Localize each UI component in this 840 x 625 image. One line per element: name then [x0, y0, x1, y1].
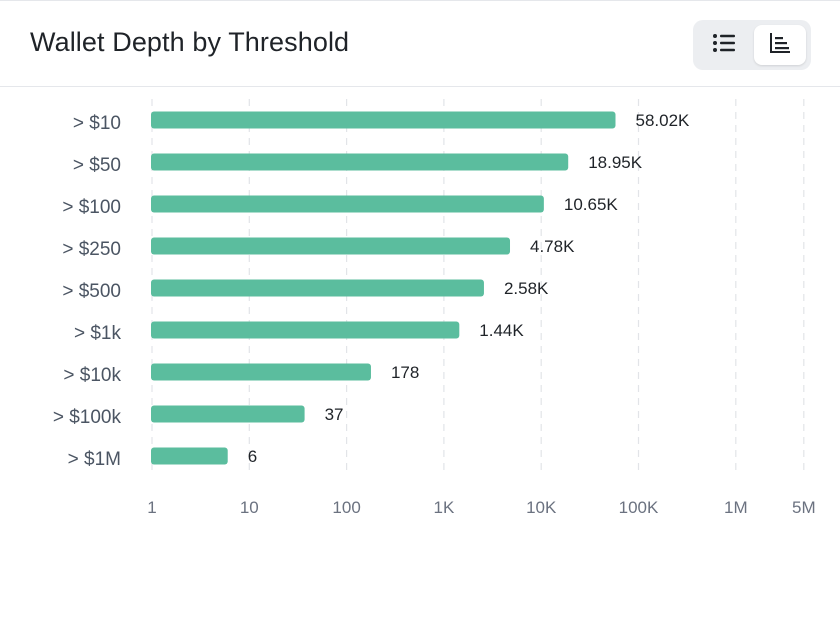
category-label: > $1M	[68, 449, 121, 470]
x-axis-ticks: 1 10 100 1K 10K 100K 1M 5M	[147, 498, 815, 517]
data-label: 37	[325, 405, 344, 424]
bar[interactable]	[151, 405, 305, 423]
bar[interactable]	[151, 447, 228, 465]
x-tick-label: 1M	[724, 498, 748, 517]
category-label: > $1k	[74, 323, 122, 344]
view-toggle	[693, 20, 811, 70]
data-label: 1.44K	[479, 321, 524, 340]
bar[interactable]	[151, 279, 484, 297]
category-label: > $100k	[53, 407, 122, 428]
x-tick-label: 1K	[434, 498, 455, 517]
bar-chart: > $10 > $50 > $100 > $250 > $500 > $1k > $10k >…	[53, 99, 816, 517]
category-label: > $10k	[63, 365, 121, 386]
bar[interactable]	[151, 195, 544, 213]
x-tick-label: 100K	[619, 498, 659, 517]
chart-title: Wallet Depth by Threshold	[30, 27, 350, 57]
x-tick-label: 5M	[792, 498, 816, 517]
x-tick-label: 1	[147, 498, 156, 517]
category-label: > $500	[62, 281, 121, 302]
category-label: > $100	[62, 197, 121, 218]
category-label: > $50	[73, 155, 121, 176]
bars	[151, 111, 616, 465]
bar[interactable]	[151, 237, 511, 255]
bar[interactable]	[151, 153, 569, 171]
category-label: > $250	[62, 239, 121, 260]
data-label: 6	[248, 447, 257, 466]
data-label: 10.65K	[564, 195, 619, 214]
category-labels: > $10 > $50 > $100 > $250 > $500 > $1k > $10k >…	[53, 113, 122, 470]
value-labels: 58.02K 18.95K 10.65K 4.78K 2.58K 1.44K 178 37 6	[248, 111, 690, 466]
card-header: Wallet Depth by Threshold	[0, 1, 840, 87]
data-label: 58.02K	[635, 111, 690, 130]
bar[interactable]	[151, 321, 460, 339]
x-tick-label: 10K	[526, 498, 557, 517]
data-label: 2.58K	[504, 279, 549, 298]
bar-view-button[interactable]	[754, 25, 806, 65]
x-tick-label: 10	[240, 498, 259, 517]
data-label: 178	[391, 363, 419, 382]
x-tick-label: 100	[332, 498, 360, 517]
category-label: > $10	[73, 113, 121, 134]
data-label: 4.78K	[530, 237, 575, 256]
data-label: 18.95K	[588, 153, 643, 172]
list-icon	[712, 33, 736, 58]
bar[interactable]	[151, 111, 616, 129]
list-view-button[interactable]	[698, 25, 750, 65]
bar-chart-icon	[769, 32, 791, 59]
bar[interactable]	[151, 363, 371, 381]
